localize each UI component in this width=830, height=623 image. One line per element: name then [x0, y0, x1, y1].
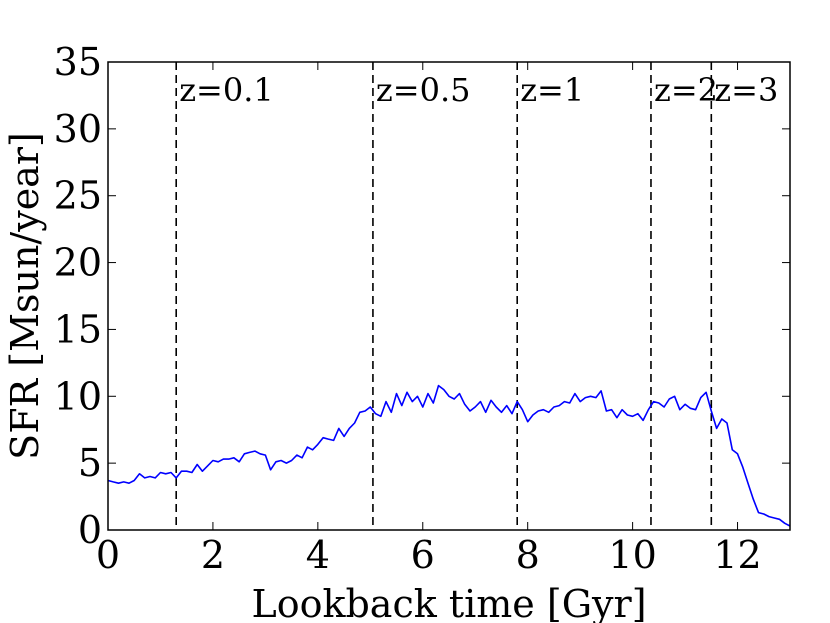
x-tick-label: 2 [201, 533, 225, 577]
y-tick-label: 30 [54, 107, 102, 151]
y-tick-label: 0 [78, 508, 102, 552]
y-tick-label: 5 [78, 441, 102, 485]
x-tick-label: 10 [608, 533, 656, 577]
plot-frame [107, 61, 791, 531]
tick-labels: 0 2 4 6 8 10 12 0 5 10 15 20 25 30 35 [54, 40, 762, 577]
redshift-label: z=3 [714, 71, 778, 109]
redshift-label: z=2 [654, 71, 718, 109]
redshift-label: z=1 [520, 71, 584, 109]
x-tick-label: 0 [96, 533, 120, 577]
x-tick-label: 12 [713, 533, 761, 577]
y-tick-label: 10 [54, 374, 102, 418]
y-axis-label: SFR [Msun/year] [3, 132, 47, 460]
redshift-label: z=0.5 [376, 71, 471, 109]
x-tick-label: 4 [306, 533, 330, 577]
y-tick-label: 15 [54, 307, 102, 351]
sfr-series-line [107, 384, 791, 527]
x-axis-label: Lookback time [Gyr] [251, 582, 646, 623]
y-tick-label: 35 [54, 40, 102, 84]
axis-ticks [107, 61, 790, 531]
y-tick-label: 20 [54, 241, 102, 285]
x-tick-label: 8 [516, 533, 540, 577]
redshift-label: z=0.1 [179, 71, 274, 109]
x-tick-label: 6 [411, 533, 435, 577]
redshift-markers: z=0.1 z=0.5 z=1 z=2z=3 [175, 62, 778, 530]
y-tick-label: 25 [54, 174, 102, 218]
